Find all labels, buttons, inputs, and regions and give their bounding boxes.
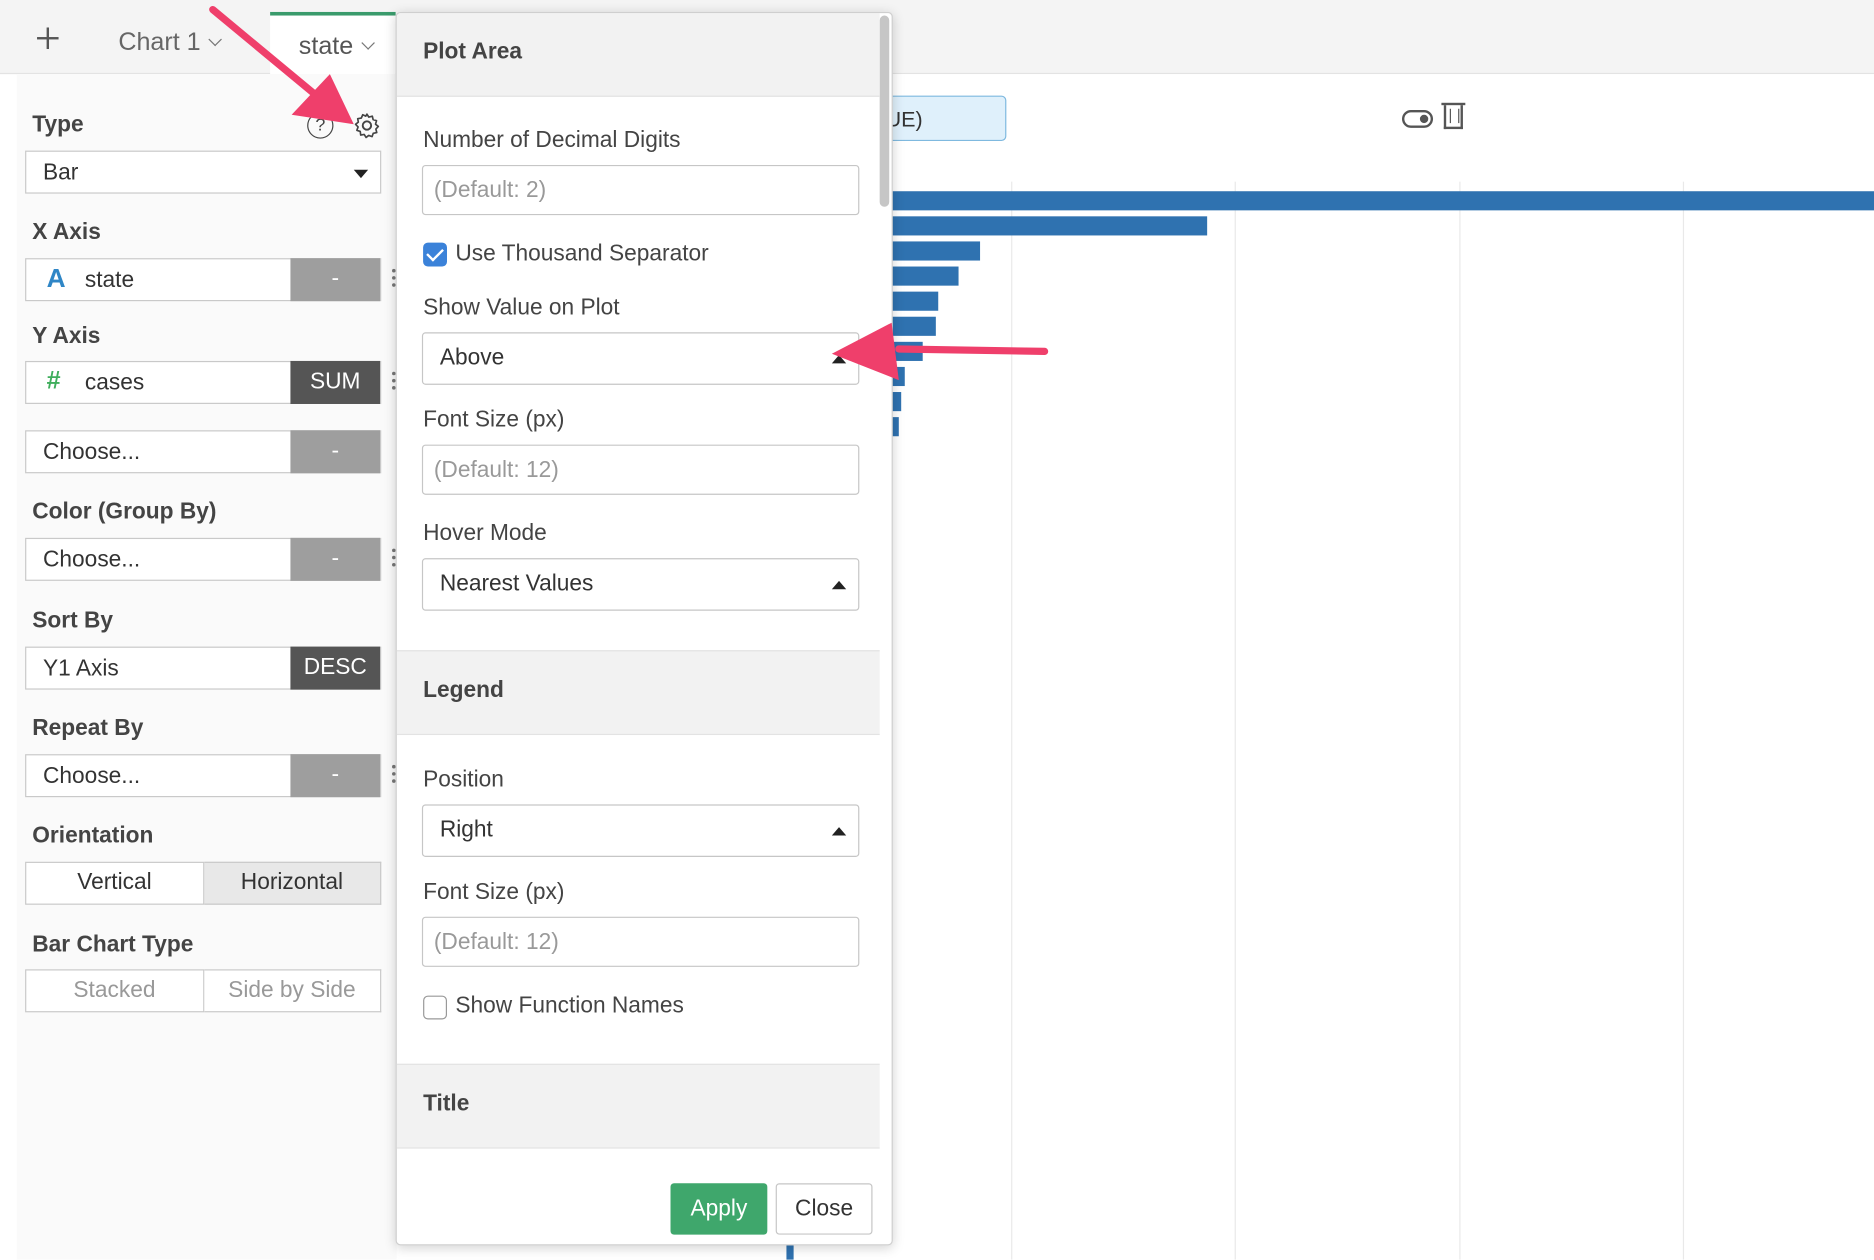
chart-bar bbox=[786, 1245, 794, 1260]
tab-chart-1[interactable]: Chart 1 bbox=[118, 12, 222, 74]
gear-icon[interactable] bbox=[353, 111, 382, 140]
function-names-checkbox[interactable] bbox=[423, 995, 448, 1020]
legend-font-size-label: Font Size (px) bbox=[423, 879, 565, 905]
gridline bbox=[1011, 181, 1013, 1260]
bar-type-side-by-side-option[interactable]: Side by Side bbox=[203, 969, 382, 1013]
drag-handle-icon[interactable] bbox=[392, 548, 397, 571]
bar-chart-type-label: Bar Chart Type bbox=[32, 932, 194, 958]
chart-settings-popover: Plot Area Number of Decimal Digits (Defa… bbox=[395, 11, 893, 1246]
drag-handle-icon[interactable] bbox=[392, 371, 397, 394]
gridline bbox=[1459, 181, 1461, 1260]
help-icon[interactable]: ? bbox=[307, 112, 334, 139]
hover-mode-select[interactable]: Nearest Values bbox=[421, 558, 860, 611]
repeat-by-label: Repeat By bbox=[32, 715, 144, 742]
orientation-label: Orientation bbox=[32, 823, 154, 849]
close-button[interactable]: Close bbox=[775, 1183, 873, 1235]
y-axis-add-field[interactable]: Choose... - bbox=[25, 430, 382, 474]
chart-type-select[interactable]: Bar bbox=[25, 150, 382, 194]
y-axis-add-button[interactable]: - bbox=[290, 430, 381, 474]
tab-label: Chart 1 bbox=[118, 28, 201, 57]
caret-up-icon bbox=[831, 580, 847, 590]
apply-button[interactable]: Apply bbox=[670, 1183, 768, 1235]
caret-up-icon bbox=[831, 827, 847, 836]
chart-type-value: Bar bbox=[43, 160, 79, 186]
chevron-down-icon bbox=[360, 36, 375, 50]
sort-order-button[interactable]: DESC bbox=[290, 646, 381, 690]
bar-chart-type-toggle: Stacked Side by Side bbox=[25, 969, 382, 1013]
tab-bar: Chart 1 state bbox=[0, 0, 1874, 75]
legend-header: Legend bbox=[396, 650, 880, 736]
plot-area-header: Plot Area bbox=[396, 13, 880, 97]
sort-by-label: Sort By bbox=[32, 608, 114, 634]
tab-state[interactable]: state bbox=[270, 11, 396, 75]
color-group-field[interactable]: Choose... - bbox=[25, 537, 382, 581]
legend-font-size-input[interactable]: (Default: 12) bbox=[421, 916, 860, 967]
chart-config-panel: Type ? Bar X Axis A state - Y Axis # cas… bbox=[16, 74, 397, 1260]
sort-by-value: Y1 Axis bbox=[43, 656, 119, 682]
color-group-label: Color (Group By) bbox=[32, 499, 217, 525]
scrollbar[interactable] bbox=[879, 15, 890, 207]
caret-down-icon bbox=[353, 169, 369, 179]
color-group-placeholder: Choose... bbox=[43, 547, 141, 573]
color-group-button[interactable]: - bbox=[290, 537, 381, 581]
orientation-horizontal-option[interactable]: Horizontal bbox=[203, 861, 382, 905]
decimal-digits-label: Number of Decimal Digits bbox=[423, 127, 681, 153]
decimal-digits-placeholder: (Default: 2) bbox=[433, 178, 547, 204]
x-axis-column: state bbox=[84, 267, 135, 293]
type-label: Type bbox=[32, 112, 84, 138]
drag-handle-icon[interactable] bbox=[392, 764, 397, 787]
show-value-label: Show Value on Plot bbox=[423, 295, 620, 321]
trash-icon[interactable] bbox=[1441, 102, 1466, 130]
numeric-type-icon: # bbox=[46, 366, 61, 395]
drag-handle-icon[interactable] bbox=[392, 268, 397, 291]
title-section-title: Title bbox=[423, 1091, 470, 1117]
legend-title: Legend bbox=[423, 677, 504, 703]
orientation-vertical-option[interactable]: Vertical bbox=[25, 861, 204, 905]
gridline bbox=[1682, 181, 1685, 1260]
x-axis-field[interactable]: A state - bbox=[25, 258, 382, 302]
tab-label: state bbox=[298, 32, 354, 60]
show-value-selected: Above bbox=[439, 345, 505, 371]
title-header: Title bbox=[396, 1063, 880, 1149]
plot-area-title: Plot Area bbox=[423, 39, 522, 65]
string-type-icon: A bbox=[46, 262, 66, 293]
font-size-placeholder: (Default: 12) bbox=[433, 457, 559, 483]
show-value-select[interactable]: Above bbox=[421, 332, 860, 385]
caret-up-icon bbox=[831, 354, 847, 364]
toggle-icon[interactable] bbox=[1401, 109, 1434, 128]
legend-font-size-placeholder: (Default: 12) bbox=[433, 929, 559, 955]
y-axis-aggregate-button[interactable]: SUM bbox=[290, 360, 381, 404]
legend-position-selected: Right bbox=[439, 817, 493, 843]
y-axis-add-placeholder: Choose... bbox=[43, 439, 141, 465]
font-size-label: Font Size (px) bbox=[423, 407, 565, 433]
orientation-toggle: Vertical Horizontal bbox=[25, 861, 382, 905]
hover-mode-selected: Nearest Values bbox=[439, 571, 594, 597]
function-names-label[interactable]: Show Function Names bbox=[455, 993, 684, 1019]
repeat-by-button[interactable]: - bbox=[290, 754, 381, 798]
decimal-digits-input[interactable]: (Default: 2) bbox=[421, 164, 860, 216]
filter-chip-text: UE) bbox=[885, 107, 923, 132]
font-size-input[interactable]: (Default: 12) bbox=[421, 444, 860, 495]
y-axis-field[interactable]: # cases SUM bbox=[25, 360, 382, 404]
plus-icon[interactable] bbox=[31, 22, 64, 55]
bar-type-stacked-option[interactable]: Stacked bbox=[25, 969, 204, 1013]
thousand-separator-label[interactable]: Use Thousand Separator bbox=[455, 241, 709, 267]
y-axis-column: cases bbox=[84, 370, 145, 396]
gridline bbox=[1234, 181, 1236, 1260]
repeat-by-field[interactable]: Choose... - bbox=[25, 754, 382, 798]
legend-position-label: Position bbox=[423, 767, 504, 793]
y-axis-label: Y Axis bbox=[32, 323, 101, 349]
hover-mode-label: Hover Mode bbox=[423, 521, 547, 547]
chevron-down-icon bbox=[208, 32, 222, 47]
legend-position-select[interactable]: Right bbox=[421, 804, 860, 857]
thousand-separator-checkbox[interactable] bbox=[423, 242, 448, 267]
x-axis-label: X Axis bbox=[32, 219, 101, 246]
repeat-by-placeholder: Choose... bbox=[43, 763, 141, 789]
sort-by-field[interactable]: Y1 Axis DESC bbox=[25, 646, 382, 690]
x-axis-function-button[interactable]: - bbox=[290, 258, 381, 302]
